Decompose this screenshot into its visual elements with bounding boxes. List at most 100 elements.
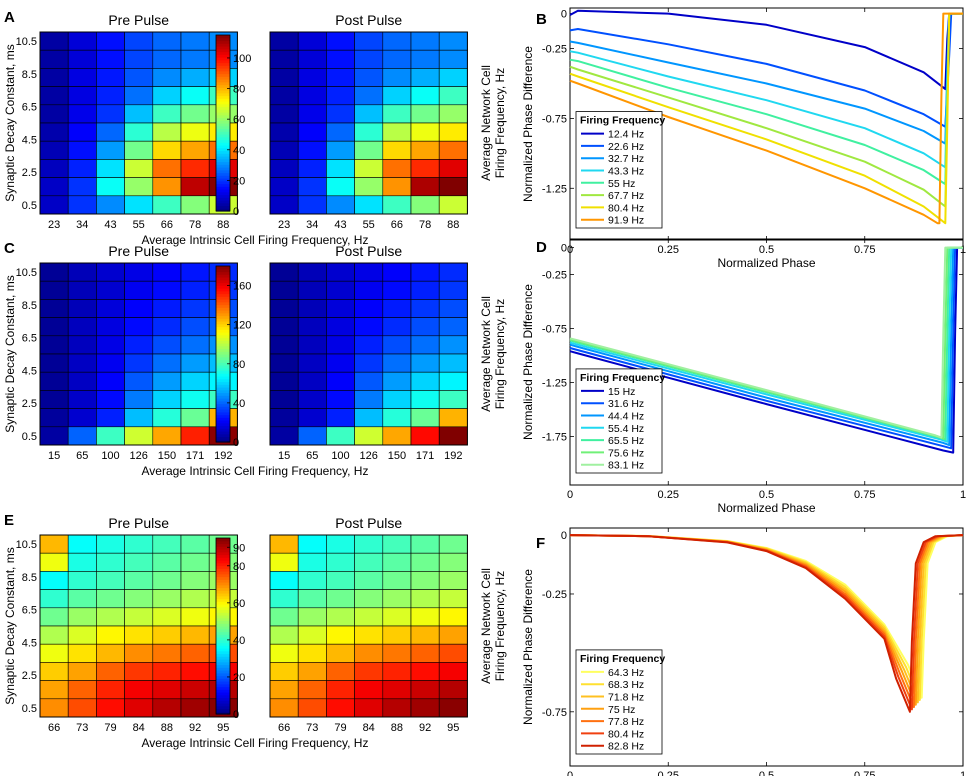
legend-entry: 80.4 Hz [608,202,644,214]
heatmap-cell [152,317,182,337]
x-tick-label: 1 [960,770,966,776]
heatmap-cell [67,49,97,69]
heatmap-frame [269,31,468,215]
y-axis-label: Normalized Phase Difference [521,569,535,725]
panel-label: E [4,512,14,529]
colorbar-segment [216,705,230,710]
colorbar-segment [216,70,230,75]
heatmap-cell [39,31,69,51]
heatmap-cell [326,159,355,178]
heatmap-cell [124,262,154,282]
x-tick-label: 66 [391,219,403,231]
heatmap-cell [39,643,69,663]
heatmap-cell [39,408,69,428]
colorbar-segment [216,51,230,55]
legend-entry: 43.3 Hz [608,166,644,178]
heatmap-cell [180,31,210,51]
y-axis-label: Synaptic Decay Constant, ms [3,44,17,201]
x-tick-label: 0.75 [854,489,875,501]
heatmap-cell [39,571,69,590]
heatmap-cell [410,371,440,391]
heatmap-cell [152,680,182,700]
heatmap-cell [67,262,97,282]
colorbar-segment [216,125,230,130]
heatmap-cell [96,625,125,645]
legend-title: Firing Frequency [580,653,665,665]
x-axis-label: Normalized Phase [717,256,815,270]
panel-label: B [536,11,547,28]
heatmap-cell [410,353,440,373]
x-tick-label: 78 [189,219,201,231]
heatmap-cell [67,571,97,590]
colorbar-segment [216,612,230,616]
heatmap-cell [410,31,440,51]
heatmap-cell [124,589,154,609]
heatmap-cell [152,408,182,428]
colorbar-segment [216,417,230,421]
y-tick-label: -0.25 [542,589,567,601]
colorbar-segment [216,639,230,644]
heatmap-cell [39,262,69,282]
y-tick-label: 4.5 [22,365,37,377]
series-line [569,246,963,443]
colorbar-segment [216,343,230,347]
colorbar-segment [216,560,230,564]
y-tick-label: 10.5 [16,36,37,48]
colorbar-segment [216,92,230,97]
heatmap-cell [410,195,440,215]
legend-entry: 44.4 Hz [608,411,644,423]
heatmap-cell [354,86,384,106]
heatmap-cell [297,662,327,681]
heatmap-cell [438,643,468,663]
x-axis-label: Average Intrinsic Cell Firing Frequency,… [142,464,369,478]
heatmap-cell [297,104,327,124]
colorbar-segment [216,538,230,542]
heatmap-cell [326,408,355,428]
heatmap-cell [269,49,299,69]
heatmap-cell [382,408,412,428]
heatmap-frame [39,31,238,215]
heatmap-cell [438,534,468,554]
colorbar-segment [216,617,230,622]
heatmap-cell [124,534,154,554]
heatmap-cell [180,534,210,554]
y-tick-label: -0.25 [542,270,567,282]
x-tick-label: 43 [104,219,116,231]
x-tick-label: 171 [416,450,434,462]
heatmap-cell [39,698,69,718]
heatmap-cell [438,552,468,572]
heatmap-cell [326,552,355,572]
colorbar-segment [216,697,230,701]
x-tick-label: 73 [76,722,88,734]
heatmap-cell [269,122,299,142]
heatmap-cell [382,625,412,645]
colorbar-tick-label: 90 [233,542,245,554]
heatmap-cell [297,643,327,663]
heatmap-cell [180,571,210,590]
colorbar-segment [216,76,230,80]
series-line [569,246,963,439]
colorbar-segment [216,158,230,163]
heatmap-cell [124,371,154,391]
colorbar-segment [216,414,230,418]
heatmap-cell [410,643,440,663]
heatmap-cell [410,698,440,718]
colorbar-segment [216,686,230,690]
heatmap-cell [326,390,355,409]
colorbar-segment [216,571,230,575]
heatmap-cell [297,299,327,318]
heatmap-cell [382,140,412,160]
heatmap-cell [326,426,355,446]
y-tick-label: 0 [561,530,567,542]
heatmap-cell [152,49,182,69]
heatmap-cell [124,299,154,318]
colorbar-segment [216,554,230,558]
heatmap-cell [180,643,210,663]
heatmap-cell [124,104,154,124]
heatmap-cell [67,122,97,142]
colorbar-segment [216,142,230,146]
heatmap-cell [410,534,440,554]
heatmap-cell [124,408,154,428]
x-tick-label: 88 [217,219,229,231]
colorbar-segment [216,579,230,583]
